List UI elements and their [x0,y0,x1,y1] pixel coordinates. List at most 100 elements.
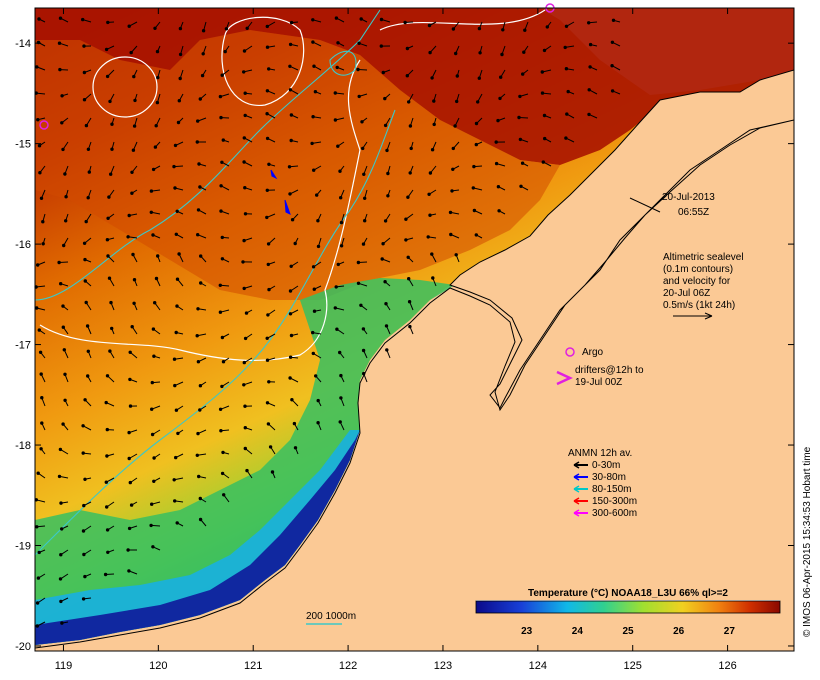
velocity-arrow-head [243,404,247,408]
velocity-arrow-head [361,348,366,353]
velocity-arrow-head [109,300,113,305]
velocity-arrow-head [386,171,390,176]
lon-tick-label: 126 [718,660,736,672]
colorbar-tick-label: 23 [521,626,533,637]
velocity-arrow-head [339,244,344,248]
velocity-arrow-head [289,113,294,117]
velocity-arrow-head [565,112,569,116]
svg-text:ANMN 12h av.: ANMN 12h av. [568,448,632,459]
velocity-arrow-head [154,276,159,281]
velocity-arrow-head [265,336,269,340]
velocity-arrow-head [265,45,270,49]
velocity-arrow-head [408,324,412,329]
velocity-arrow-head [195,140,200,144]
velocity-arrow-head [153,26,157,30]
velocity-arrow-head [199,254,203,258]
velocity-arrow-head [151,327,156,331]
velocity-arrow-head [220,384,224,389]
velocity-arrow-head [127,569,131,573]
velocity-arrow-head [451,146,455,151]
velocity-arrow-head [522,50,526,54]
velocity-arrow-head [311,351,315,356]
velocity-arrow-head [196,119,200,123]
velocity-arrow-head [195,334,199,338]
velocity-arrow-head [219,115,223,120]
velocity-arrow-head [174,408,179,412]
velocity-arrow-head [129,503,134,507]
drifter-legend-icon [556,370,573,386]
velocity-arrow-head [540,70,544,74]
velocity-arrow-head [110,326,114,331]
lon-tick-label: 119 [55,660,73,672]
velocity-arrow-head [82,241,87,246]
velocity-arrow-head [363,219,367,223]
velocity-arrow-head [290,398,294,402]
velocity-arrow-head [173,383,177,388]
velocity-arrow-head [126,235,130,239]
velocity-arrow-head [293,241,297,246]
velocity-arrow-head [497,209,501,213]
velocity-arrow-head [383,96,387,101]
velocity-arrow-head [198,97,203,101]
velocity-arrow-head [520,161,525,165]
velocity-arrow-head [221,450,225,455]
velocity-arrow-head [196,431,200,436]
velocity-arrow-head [430,148,435,152]
velocity-arrow-head [477,26,482,31]
velocity-arrow-head [60,527,64,531]
velocity-arrow-head [132,278,137,282]
velocity-arrow-head [154,124,158,128]
velocity-arrow-head [241,260,245,264]
velocity-arrow-head [384,302,388,306]
velocity-arrow-head [288,312,293,316]
velocity-arrow-head [406,255,410,259]
velocity-arrow-head [151,233,155,237]
svg-text:and velocity for: and velocity for [663,276,731,287]
temperature-colorbar: Temperature (°C) NOAA18_L3U 66% ql>=2 23… [475,588,781,637]
argo-label: Argo [582,347,604,358]
colorbar-tick-label: 26 [673,626,685,637]
velocity-arrow-head [59,282,63,286]
velocity-arrow-head [60,621,64,625]
velocity-arrow-head [266,313,270,317]
velocity-arrow-head [218,94,223,99]
velocity-arrow-head [57,260,61,265]
velocity-arrow-head [108,349,112,353]
argo-float-marker [39,120,49,130]
velocity-arrow-head [428,213,432,217]
velocity-arrow-head [152,456,156,460]
velocity-arrow-head [523,28,527,32]
velocity-arrow-head [289,20,294,25]
velocity-arrow-head [84,123,89,128]
velocity-arrow-head [57,41,62,45]
velocity-arrow-head [223,49,227,54]
velocity-arrow-head [316,398,320,403]
velocity-arrow-head [198,185,202,189]
velocity-arrow-head [407,100,411,104]
velocity-arrow-head [199,281,203,285]
velocity-arrow-head [105,74,110,79]
velocity-arrow-head [405,74,409,78]
velocity-arrow-head [517,115,521,120]
velocity-arrow-head [36,471,40,475]
velocity-arrow-head [35,525,39,529]
velocity-arrow-head [198,408,202,412]
velocity-arrow-head [86,374,90,378]
image-time: 06:55Z [678,207,709,218]
velocity-arrow-head [36,576,41,580]
velocity-arrow-head [172,357,177,361]
velocity-arrow-head [428,50,432,55]
velocity-arrow-head [40,421,44,425]
velocity-arrow-head [149,189,154,193]
velocity-arrow-head [178,26,183,31]
velocity-arrow-head [380,257,384,261]
velocity-arrow-head [198,517,203,522]
velocity-arrow-head [289,138,293,143]
velocity-arrow-head [243,91,247,95]
velocity-arrow-head [220,160,224,165]
velocity-arrow-head [133,98,137,103]
velocity-arrow-head [131,252,135,257]
velocity-arrow-head [356,281,361,285]
velocity-arrow-head [103,572,108,577]
velocity-arrow-head [173,143,178,148]
